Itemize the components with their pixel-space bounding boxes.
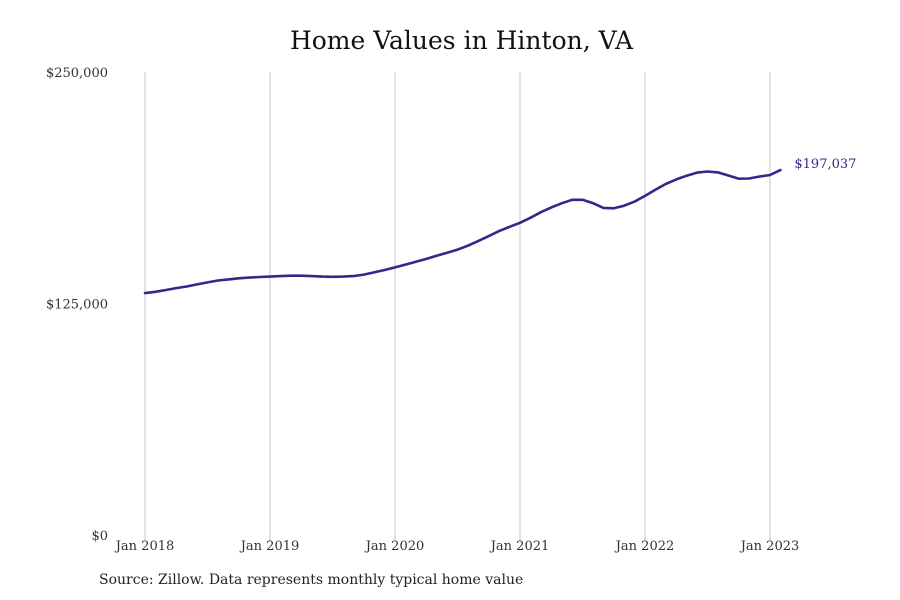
source-note: Source: Zillow. Data represents monthly …: [99, 572, 524, 588]
chart-title: Home Values in Hinton, VA: [289, 26, 634, 55]
x-tick-label: Jan 2020: [364, 539, 425, 554]
y-tick-label: $125,000: [46, 298, 108, 313]
end-value-label: $197,037: [794, 157, 856, 172]
x-tick-label: Jan 2022: [614, 539, 675, 554]
y-tick-label: $250,000: [46, 66, 108, 81]
y-tick-label: $0: [91, 529, 108, 544]
x-tick-label: Jan 2021: [489, 539, 550, 554]
x-tick-label: Jan 2018: [114, 539, 175, 554]
x-tick-label: Jan 2019: [239, 539, 300, 554]
series-line: [143, 168, 782, 295]
x-tick-label: Jan 2023: [739, 539, 800, 554]
